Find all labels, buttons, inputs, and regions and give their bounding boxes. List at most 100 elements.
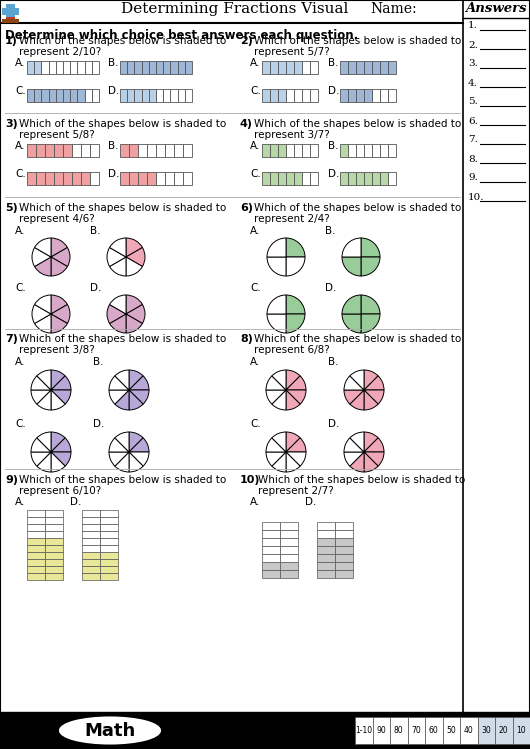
Bar xyxy=(310,144,318,157)
Bar xyxy=(36,172,45,185)
Text: represent 5/7?: represent 5/7? xyxy=(254,47,330,57)
Text: 50: 50 xyxy=(446,726,456,735)
Bar xyxy=(156,61,163,74)
Bar xyxy=(294,144,302,157)
Bar xyxy=(278,144,286,157)
Text: D.: D. xyxy=(90,283,101,293)
Bar xyxy=(45,517,63,524)
Bar xyxy=(100,531,118,538)
Text: C.: C. xyxy=(250,169,261,179)
Text: B.: B. xyxy=(325,226,335,236)
Text: 70: 70 xyxy=(411,726,421,735)
Wedge shape xyxy=(34,295,51,314)
Bar xyxy=(2,8,19,15)
Bar xyxy=(348,172,356,185)
Bar xyxy=(373,717,390,744)
Wedge shape xyxy=(126,314,143,333)
Text: Which of the shapes below is shaded to: Which of the shapes below is shaded to xyxy=(19,119,226,129)
Text: C.: C. xyxy=(250,283,261,293)
Bar xyxy=(63,89,70,102)
Bar xyxy=(27,545,45,552)
Bar xyxy=(138,172,147,185)
Wedge shape xyxy=(126,247,145,267)
Bar xyxy=(388,144,396,157)
Text: B.: B. xyxy=(328,357,339,367)
Bar xyxy=(348,144,356,157)
Bar xyxy=(100,552,118,559)
Text: 8.: 8. xyxy=(468,154,478,163)
Bar xyxy=(120,89,127,102)
Bar xyxy=(100,566,118,573)
Wedge shape xyxy=(109,376,129,390)
Bar xyxy=(478,717,495,744)
Wedge shape xyxy=(272,452,286,472)
Bar xyxy=(63,144,72,157)
Bar xyxy=(92,61,99,74)
Bar xyxy=(129,144,138,157)
Text: 5): 5) xyxy=(5,203,17,213)
Text: Math: Math xyxy=(84,721,136,739)
Text: 7.: 7. xyxy=(468,136,478,145)
Bar xyxy=(294,89,302,102)
Wedge shape xyxy=(266,390,286,404)
Bar xyxy=(280,554,298,562)
Bar xyxy=(340,144,348,157)
Bar xyxy=(380,172,388,185)
Bar xyxy=(310,89,318,102)
Text: Which of the shapes below is shaded to: Which of the shapes below is shaded to xyxy=(19,203,226,213)
Wedge shape xyxy=(272,432,286,452)
Wedge shape xyxy=(126,238,143,257)
Wedge shape xyxy=(37,452,51,472)
Bar xyxy=(45,538,63,545)
Bar xyxy=(63,172,72,185)
Wedge shape xyxy=(37,370,51,390)
Bar xyxy=(82,538,100,545)
Text: represent 5/8?: represent 5/8? xyxy=(19,130,95,140)
Bar xyxy=(302,61,310,74)
Bar xyxy=(280,538,298,546)
Bar xyxy=(310,61,318,74)
Wedge shape xyxy=(286,314,305,333)
Text: D.: D. xyxy=(305,497,316,507)
Bar xyxy=(425,717,443,744)
Bar xyxy=(36,144,45,157)
Wedge shape xyxy=(361,257,380,276)
Text: A.: A. xyxy=(15,58,25,68)
Bar xyxy=(278,172,286,185)
Bar xyxy=(82,524,100,531)
Wedge shape xyxy=(267,314,286,333)
Bar xyxy=(149,89,156,102)
Wedge shape xyxy=(364,390,378,410)
Text: 5.: 5. xyxy=(468,97,478,106)
Bar xyxy=(82,566,100,573)
Bar xyxy=(81,172,90,185)
Bar xyxy=(335,562,353,570)
Bar xyxy=(92,89,99,102)
Bar xyxy=(388,89,396,102)
Text: A.: A. xyxy=(15,357,25,367)
Text: represent 2/10?: represent 2/10? xyxy=(19,47,101,57)
Bar xyxy=(408,717,425,744)
Bar xyxy=(262,530,280,538)
Bar xyxy=(45,144,54,157)
Bar xyxy=(513,717,530,744)
Text: Which of the shapes below is shaded to: Which of the shapes below is shaded to xyxy=(258,475,465,485)
Text: represent 4/6?: represent 4/6? xyxy=(19,214,95,224)
Wedge shape xyxy=(286,390,300,410)
Bar xyxy=(142,89,149,102)
Text: 10.: 10. xyxy=(468,192,484,201)
Bar xyxy=(317,562,335,570)
Text: 8): 8) xyxy=(240,334,253,344)
Bar xyxy=(262,522,280,530)
Wedge shape xyxy=(364,432,378,452)
Bar xyxy=(294,172,302,185)
Wedge shape xyxy=(51,432,65,452)
Text: C.: C. xyxy=(15,169,26,179)
Bar xyxy=(380,89,388,102)
Bar xyxy=(388,172,396,185)
Bar xyxy=(27,524,45,531)
Wedge shape xyxy=(286,370,300,390)
Text: 30: 30 xyxy=(481,726,491,735)
Bar xyxy=(335,546,353,554)
Wedge shape xyxy=(34,257,51,276)
